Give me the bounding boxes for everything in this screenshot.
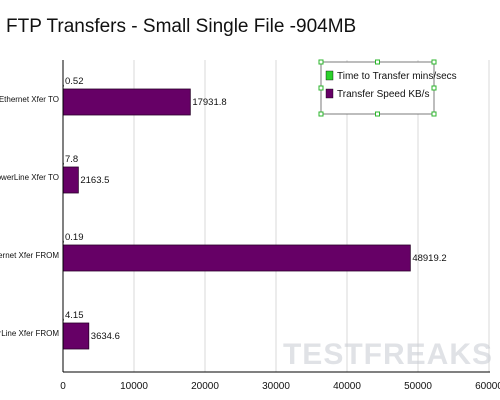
bar-speed xyxy=(62,88,191,116)
chart-title: FTP Transfers - Small Single File -904MB xyxy=(6,16,356,37)
legend[interactable]: Time to Transfer mins/secs Transfer Speed… xyxy=(318,59,457,117)
bar-speed xyxy=(62,322,90,350)
legend-box[interactable] xyxy=(320,61,435,115)
resize-handle[interactable] xyxy=(318,111,324,117)
bars xyxy=(62,84,411,350)
resize-handle[interactable] xyxy=(375,111,380,117)
x-tick-label: 20000 xyxy=(191,381,219,392)
data-label-speed: 3634.6 xyxy=(91,331,120,342)
bar-speed xyxy=(62,244,411,272)
resize-handle[interactable] xyxy=(431,111,437,117)
x-tick-label: 0 xyxy=(60,381,66,392)
x-tick-label: 40000 xyxy=(333,381,361,392)
resize-handle[interactable] xyxy=(318,85,324,91)
legend-label: Transfer Speed KB/s xyxy=(337,89,429,100)
data-label-time: 0.19 xyxy=(65,232,84,243)
resize-handle[interactable] xyxy=(431,85,437,91)
x-tick-label: 30000 xyxy=(262,381,290,392)
data-label-speed: 48919.2 xyxy=(412,253,446,264)
category-labels: Ethernet Xfer TO PowerLine Xfer TO Etherne… xyxy=(0,95,59,338)
legend-swatch xyxy=(325,70,334,81)
resize-handle[interactable] xyxy=(318,59,324,65)
category-label: Ethernet Xfer TO xyxy=(0,95,59,104)
category-label: Ethernet Xfer FROM xyxy=(0,251,59,260)
watermark-text: TESTFREAKS xyxy=(283,338,493,371)
resize-handle[interactable] xyxy=(375,59,380,65)
x-tick-label: 60000 xyxy=(475,381,500,392)
x-tick-label: 50000 xyxy=(404,381,432,392)
category-label: PowerLine Xfer FROM xyxy=(0,329,59,338)
legend-label: Time to Transfer mins/secs xyxy=(337,71,457,82)
x-tick-label: 10000 xyxy=(120,381,148,392)
data-label-time: 0.52 xyxy=(65,76,84,87)
resize-handle[interactable] xyxy=(431,59,437,65)
watermark: TESTFREAKS xyxy=(283,338,493,371)
data-label-time: 7.8 xyxy=(65,154,78,165)
legend-swatch xyxy=(325,88,334,99)
data-label-speed: 2163.5 xyxy=(80,175,109,186)
data-label-time: 4.15 xyxy=(65,310,84,321)
x-tick-labels: 0 10000 20000 30000 40000 50000 60000 xyxy=(60,381,500,392)
bar-speed xyxy=(62,166,79,194)
data-label-speed: 17931.8 xyxy=(192,97,226,108)
category-label: PowerLine Xfer TO xyxy=(0,173,59,182)
